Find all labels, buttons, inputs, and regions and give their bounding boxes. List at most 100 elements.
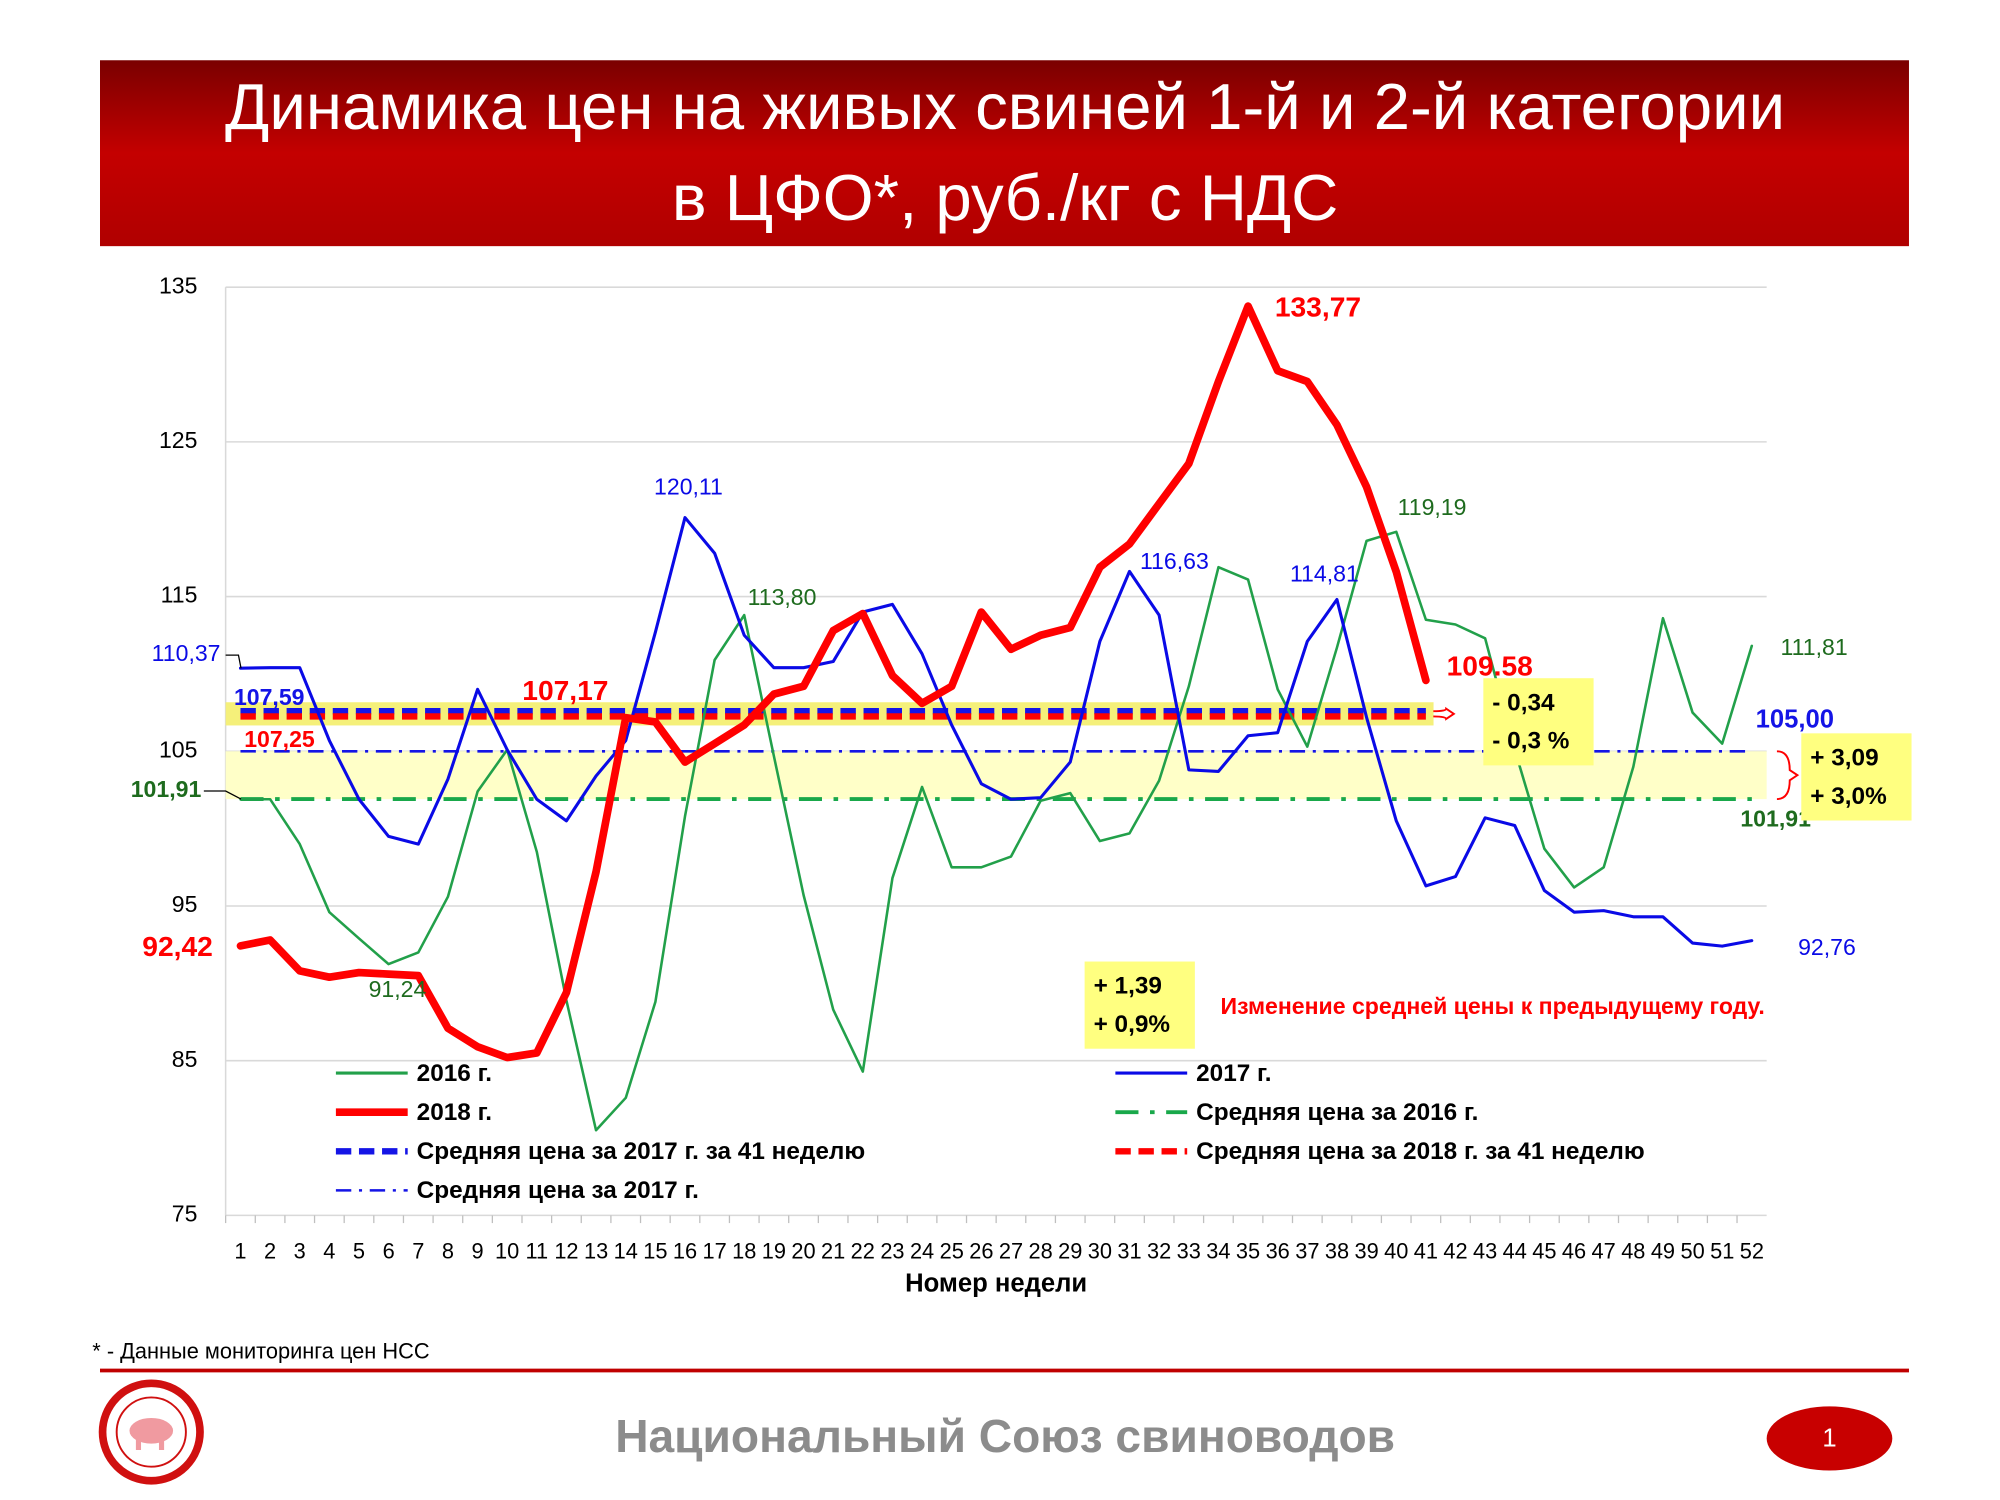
x-tick-label: 50 xyxy=(1680,1238,1704,1263)
reference-label: 107,25 xyxy=(244,726,315,752)
x-tick-label: 36 xyxy=(1266,1238,1290,1263)
legend-label: Средняя цена за 2017 г. за 41 неделю xyxy=(417,1138,865,1165)
annotation-text: + 0,9% xyxy=(1094,1011,1170,1038)
x-tick-label: 25 xyxy=(940,1238,964,1263)
y-tick-label: 115 xyxy=(161,582,198,608)
leader-line xyxy=(203,790,242,800)
x-tick-label: 33 xyxy=(1177,1238,1201,1263)
legend-label: 2018 г. xyxy=(417,1099,492,1126)
x-tick-label: 20 xyxy=(791,1238,815,1263)
x-tick-label: 41 xyxy=(1414,1238,1438,1263)
x-tick-label: 5 xyxy=(353,1238,365,1263)
y-tick-label: 85 xyxy=(172,1046,198,1072)
logo-pig-leg xyxy=(135,1439,142,1450)
series-line xyxy=(236,302,1430,1062)
x-tick-label: 10 xyxy=(495,1238,519,1263)
x-tick-label: 39 xyxy=(1354,1238,1378,1263)
x-tick-label: 8 xyxy=(442,1238,454,1263)
value-label: 92,76 xyxy=(1798,934,1856,960)
reference-label: 107,59 xyxy=(234,684,305,710)
x-tick-label: 35 xyxy=(1236,1238,1260,1263)
x-tick-label: 48 xyxy=(1621,1238,1645,1263)
legend-label: Средняя цена за 2017 г. xyxy=(417,1177,699,1204)
legend-label: 2017 г. xyxy=(1196,1060,1271,1087)
value-label: 107,17 xyxy=(522,674,608,706)
x-tick-label: 30 xyxy=(1088,1238,1112,1263)
value-label: 91,24 xyxy=(369,976,427,1002)
note: Изменение средней цены к предыдущему год… xyxy=(1221,993,1765,1019)
y-tick-label: 125 xyxy=(159,427,197,453)
x-tick-label: 49 xyxy=(1651,1238,1675,1263)
x-tick-label: 3 xyxy=(294,1238,306,1263)
value-label: 110,37 xyxy=(152,640,221,666)
footnote: * - Данные мониторинга цен НСС xyxy=(92,1338,429,1363)
value-label: 119,19 xyxy=(1398,494,1467,520)
logo-pig-leg xyxy=(158,1439,165,1450)
x-tick-label: 7 xyxy=(412,1238,424,1263)
x-tick-label: 44 xyxy=(1503,1238,1527,1263)
logo xyxy=(98,1379,204,1485)
value-label: 120,11 xyxy=(654,474,723,500)
x-tick-label: 38 xyxy=(1325,1238,1349,1263)
annotation-text: - 0,3 % xyxy=(1492,728,1569,755)
value-label: 113,80 xyxy=(748,584,817,610)
y-tick-label: 75 xyxy=(172,1200,198,1226)
y-tick-label: 135 xyxy=(159,272,197,298)
legend-label: Средняя цена за 2016 г. xyxy=(1196,1099,1478,1126)
annotation-box xyxy=(1483,678,1594,766)
x-axis-title: Номер недели xyxy=(905,1269,1087,1297)
page-number: 1 xyxy=(1822,1425,1836,1453)
x-tick-label: 2 xyxy=(264,1238,276,1263)
value-label: 92,42 xyxy=(142,930,213,962)
x-tick-label: 34 xyxy=(1206,1238,1230,1263)
annotation-text: - 0,34 xyxy=(1492,689,1555,716)
reference-label: 101,91 xyxy=(131,776,202,802)
x-tick-label: 18 xyxy=(732,1238,756,1263)
x-tick-label: 22 xyxy=(851,1238,875,1263)
series-line xyxy=(238,516,1754,948)
header-band xyxy=(100,60,1909,247)
x-tick-label: 37 xyxy=(1295,1238,1319,1263)
logo-pig xyxy=(129,1417,174,1444)
title-line: в ЦФО*, руб./кг с НДС xyxy=(672,161,1339,234)
footer-title: Национальный Союз свиноводов xyxy=(615,1410,1395,1462)
y-tick-label: 105 xyxy=(159,736,197,762)
y-tick-label: 95 xyxy=(172,891,198,917)
x-tick-label: 16 xyxy=(673,1238,697,1263)
x-tick-label: 51 xyxy=(1710,1238,1734,1263)
title-line: Динамика цен на живых свиней 1-й и 2-й к… xyxy=(225,70,1785,143)
annotation-text: + 3,0% xyxy=(1810,783,1886,810)
annotation-box xyxy=(1084,961,1195,1049)
x-tick-label: 17 xyxy=(703,1238,727,1263)
reference-label: 101,91 xyxy=(1740,806,1811,832)
value-label: 116,63 xyxy=(1140,548,1209,574)
x-tick-label: 29 xyxy=(1058,1238,1082,1263)
brace xyxy=(1776,750,1800,801)
page-badge xyxy=(1766,1406,1893,1471)
x-tick-label: 4 xyxy=(323,1238,335,1263)
x-tick-label: 52 xyxy=(1740,1238,1764,1263)
x-tick-label: 47 xyxy=(1592,1238,1616,1263)
x-tick-label: 9 xyxy=(471,1238,483,1263)
annotation-text: + 3,09 xyxy=(1810,744,1878,771)
x-tick-label: 12 xyxy=(554,1238,578,1263)
x-tick-label: 11 xyxy=(525,1238,548,1263)
x-tick-label: 13 xyxy=(584,1238,608,1263)
x-tick-label: 45 xyxy=(1532,1238,1556,1263)
x-tick-label: 15 xyxy=(643,1238,667,1263)
x-tick-label: 23 xyxy=(880,1238,904,1263)
x-tick-label: 40 xyxy=(1384,1238,1408,1263)
value-label: 133,77 xyxy=(1275,290,1361,322)
x-tick-label: 27 xyxy=(999,1238,1023,1263)
x-tick-label: 28 xyxy=(1028,1238,1052,1263)
reference-label: 105,00 xyxy=(1756,705,1834,733)
annotation-box xyxy=(1801,733,1912,821)
x-tick-label: 42 xyxy=(1443,1238,1467,1263)
value-label: 111,81 xyxy=(1781,634,1848,660)
x-tick-label: 26 xyxy=(969,1238,993,1263)
x-tick-label: 21 xyxy=(821,1238,845,1263)
value-label: 114,81 xyxy=(1290,561,1359,587)
x-tick-label: 31 xyxy=(1117,1238,1141,1263)
